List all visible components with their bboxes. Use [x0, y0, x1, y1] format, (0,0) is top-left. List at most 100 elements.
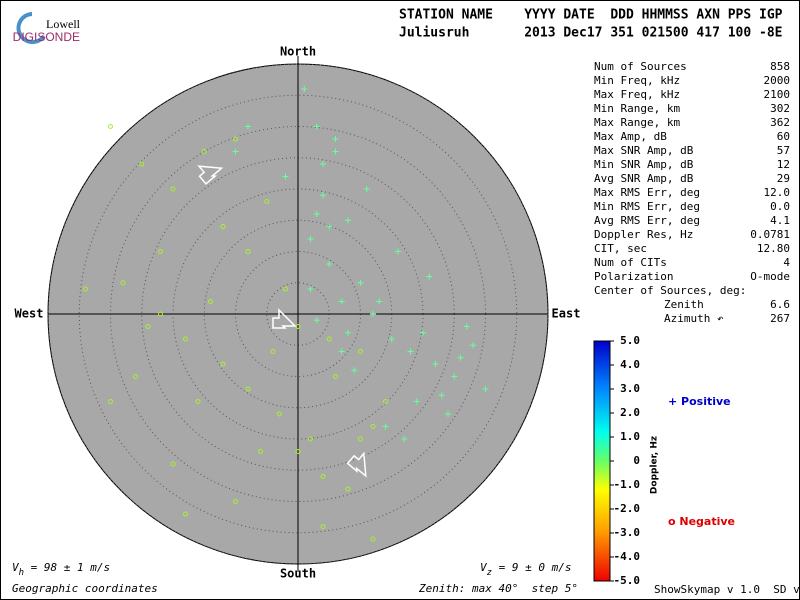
stat-label: Max Amp, dB — [594, 130, 667, 143]
colorbar-tick-label: 5.0 — [620, 334, 640, 347]
source-positive — [345, 329, 351, 336]
source-positive — [307, 286, 314, 292]
stat-value: 0.0 — [770, 200, 790, 213]
stat-label: Polarization — [594, 270, 673, 283]
stat-value: 12 — [777, 158, 790, 171]
source-negative — [358, 436, 363, 442]
source-positive — [470, 342, 476, 349]
source-positive — [432, 361, 439, 367]
colorbar-tick-label: 1.0 — [620, 430, 640, 443]
stat-label: CIT, sec — [594, 242, 647, 255]
dir-label: South — [280, 567, 316, 581]
legend-entry: + Positive — [668, 395, 731, 408]
stat-label: Max Freq, kHz — [594, 88, 680, 101]
stat-value: 4.1 — [770, 214, 790, 227]
source-negative — [170, 186, 176, 192]
stat-label: Azimuth ↶ — [664, 312, 724, 325]
source-positive — [395, 248, 401, 255]
source-negative — [345, 486, 351, 492]
source-negative — [201, 149, 207, 154]
source-negative — [108, 124, 113, 129]
stat-label: Avg RMS Err, deg — [594, 214, 700, 227]
stat-value: 858 — [770, 60, 790, 73]
source-positive — [326, 261, 333, 267]
center-title: Center of Sources, deg: — [594, 284, 746, 297]
source-negative — [183, 511, 188, 517]
source-positive — [457, 354, 464, 361]
stat-value: 29 — [777, 172, 790, 185]
source-positive — [426, 273, 433, 280]
source-positive — [332, 148, 339, 155]
source-positive — [307, 236, 314, 242]
vh: Vh = 98 ± 1 m/s — [12, 561, 110, 578]
vz: Vz = 9 ± 0 m/s — [480, 561, 572, 578]
source-positive — [332, 136, 339, 142]
source-negative — [195, 399, 201, 404]
stat-label: Num of CITs — [594, 256, 667, 269]
stat-value: 0.0781 — [750, 228, 790, 241]
source-negative — [170, 461, 176, 467]
source-negative — [333, 374, 338, 379]
stat-label: Min Range, km — [594, 102, 680, 115]
dir-label: North — [280, 45, 316, 59]
source-negative — [283, 286, 288, 292]
stat-label: Zenith — [664, 298, 704, 311]
source-positive — [363, 186, 370, 192]
stat-label: Min RMS Err, deg — [594, 200, 700, 213]
stat-value: 60 — [777, 130, 790, 143]
source-positive — [438, 392, 445, 399]
source-negative — [233, 499, 238, 504]
source-positive — [370, 311, 376, 317]
colorbar-tick-label: 2.0 — [620, 406, 640, 419]
source-positive — [338, 348, 345, 355]
stat-value: 362 — [770, 116, 790, 129]
drift-arrow — [197, 165, 224, 185]
source-positive — [245, 123, 251, 130]
source-negative — [208, 299, 213, 304]
logo-bottom: DIGISONDE — [13, 30, 80, 44]
source-positive — [382, 423, 389, 430]
stat-label: Doppler Res, Hz — [594, 228, 693, 241]
source-positive — [282, 173, 289, 180]
source-negative — [264, 199, 270, 204]
source-negative — [258, 449, 263, 454]
source-negative — [320, 524, 326, 529]
source-negative — [326, 336, 332, 342]
source-positive — [313, 123, 320, 130]
stat-label: Max Range, km — [594, 116, 680, 129]
source-negative — [270, 349, 276, 354]
source-positive — [320, 192, 326, 199]
source-positive — [451, 373, 458, 380]
source-negative — [139, 161, 145, 167]
source-positive — [376, 298, 383, 305]
source-negative — [120, 280, 126, 286]
plot: North South West East — [15, 45, 581, 581]
stat-value: 12.80 — [757, 242, 790, 255]
source-positive — [232, 148, 239, 155]
colorbar-label: Doppler, Hz — [650, 436, 660, 494]
source-negative — [320, 474, 326, 479]
stat-value: 267 — [770, 312, 790, 325]
stat-label: Max SNR Amp, dB — [594, 144, 694, 157]
source-positive — [357, 279, 364, 286]
stat-value: 4 — [783, 256, 790, 269]
colorbar-tick-label: 4.0 — [620, 358, 640, 371]
colorbar-tick-label: 0 — [633, 454, 640, 467]
source-negative — [358, 349, 363, 354]
source-positive — [301, 86, 308, 92]
source-negative — [133, 374, 138, 379]
source-negative — [245, 386, 251, 392]
source-negative — [383, 399, 388, 404]
source-negative — [295, 449, 301, 454]
colorbar-tick-label: -2.0 — [614, 502, 641, 515]
source-positive — [445, 411, 451, 417]
logo-top: Lowell — [46, 17, 81, 31]
source-negative — [245, 249, 251, 254]
header-line: Juliusruh 2013 Dec17 351 021500 417 100 … — [399, 26, 783, 41]
dir-label: West — [15, 307, 44, 321]
stat-value: 2000 — [764, 74, 791, 87]
colorbar-tick-label: -4.0 — [614, 550, 641, 563]
colorbar — [593, 340, 611, 582]
stats-panel: Center of Sources, deg: Zenith 6.6 Azimu… — [594, 60, 790, 325]
